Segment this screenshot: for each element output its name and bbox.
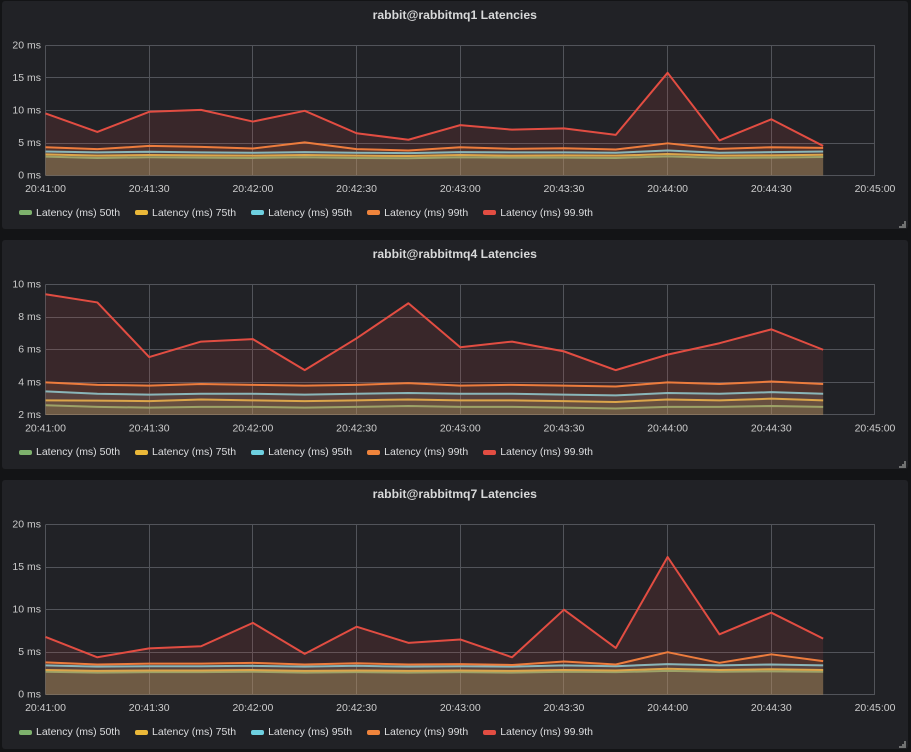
svg-text:20 ms: 20 ms — [12, 520, 41, 531]
svg-text:0 ms: 0 ms — [18, 690, 41, 701]
svg-text:10 ms: 10 ms — [12, 605, 41, 616]
svg-text:20:41:00: 20:41:00 — [25, 703, 66, 714]
svg-text:20:43:30: 20:43:30 — [544, 184, 585, 195]
svg-text:20:42:00: 20:42:00 — [232, 703, 273, 714]
svg-text:20:44:00: 20:44:00 — [647, 703, 688, 714]
svg-text:20:44:30: 20:44:30 — [751, 703, 792, 714]
svg-text:20:41:30: 20:41:30 — [129, 184, 170, 195]
svg-text:20:42:30: 20:42:30 — [336, 703, 377, 714]
svg-text:20:41:30: 20:41:30 — [129, 703, 170, 714]
svg-text:20:45:00: 20:45:00 — [855, 184, 896, 195]
svg-text:20:41:00: 20:41:00 — [25, 184, 66, 195]
svg-text:10 ms: 10 ms — [12, 279, 41, 290]
svg-text:20:41:00: 20:41:00 — [25, 423, 66, 434]
svg-text:15 ms: 15 ms — [12, 562, 41, 573]
svg-text:20:42:30: 20:42:30 — [336, 423, 377, 434]
svg-text:10 ms: 10 ms — [12, 105, 41, 116]
svg-text:2 ms: 2 ms — [18, 410, 41, 421]
svg-text:20:42:00: 20:42:00 — [232, 423, 273, 434]
svg-text:20:42:00: 20:42:00 — [232, 184, 273, 195]
svg-text:20:44:30: 20:44:30 — [751, 423, 792, 434]
svg-text:20:43:30: 20:43:30 — [544, 703, 585, 714]
svg-text:5 ms: 5 ms — [18, 138, 41, 149]
svg-text:20 ms: 20 ms — [12, 40, 41, 51]
svg-text:5 ms: 5 ms — [18, 647, 41, 658]
svg-text:20:45:00: 20:45:00 — [855, 703, 896, 714]
svg-text:20:43:00: 20:43:00 — [440, 423, 481, 434]
svg-text:20:44:00: 20:44:00 — [647, 423, 688, 434]
svg-text:20:45:00: 20:45:00 — [855, 423, 896, 434]
svg-text:20:43:00: 20:43:00 — [440, 184, 481, 195]
svg-text:20:44:00: 20:44:00 — [647, 184, 688, 195]
svg-text:20:44:30: 20:44:30 — [751, 184, 792, 195]
svg-text:20:41:30: 20:41:30 — [129, 423, 170, 434]
svg-text:20:43:00: 20:43:00 — [440, 703, 481, 714]
svg-text:15 ms: 15 ms — [12, 73, 41, 84]
svg-text:4 ms: 4 ms — [18, 377, 41, 388]
svg-text:0 ms: 0 ms — [18, 170, 41, 181]
svg-text:20:42:30: 20:42:30 — [336, 184, 377, 195]
svg-text:6 ms: 6 ms — [18, 345, 41, 356]
svg-text:20:43:30: 20:43:30 — [544, 423, 585, 434]
svg-text:8 ms: 8 ms — [18, 312, 41, 323]
